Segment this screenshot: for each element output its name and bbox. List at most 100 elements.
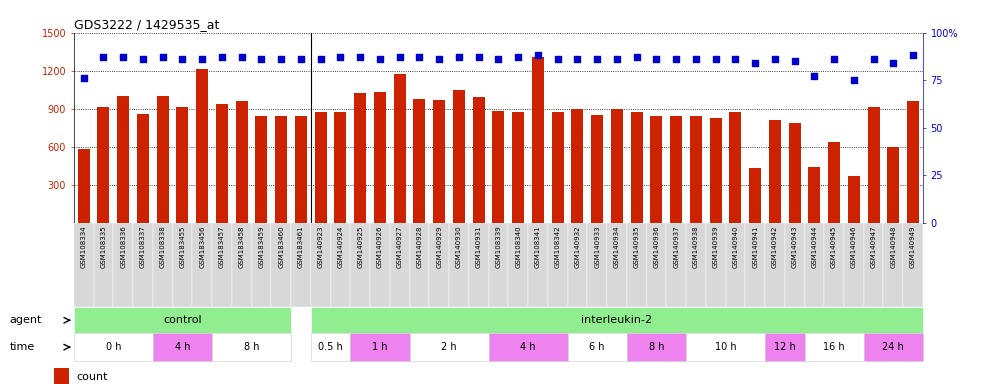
Point	[115, 54, 131, 60]
Point	[194, 56, 210, 62]
Bar	[409, 223, 429, 307]
Bar	[745, 223, 765, 307]
Bar	[907, 101, 919, 223]
Text: 8 h: 8 h	[244, 342, 260, 352]
Text: 2 h: 2 h	[441, 342, 457, 352]
Text: GSM140942: GSM140942	[771, 225, 778, 268]
Bar	[350, 223, 370, 307]
Bar	[805, 333, 864, 361]
Text: GSM183458: GSM183458	[239, 225, 245, 268]
Bar	[117, 96, 129, 223]
Text: GSM183459: GSM183459	[259, 225, 265, 268]
Bar	[868, 108, 880, 223]
Bar	[509, 223, 528, 307]
Bar	[311, 333, 350, 361]
Text: time: time	[10, 342, 35, 352]
Bar	[848, 176, 860, 223]
Bar	[607, 223, 627, 307]
Point	[234, 54, 250, 60]
Bar	[884, 223, 903, 307]
Bar	[153, 223, 172, 307]
Point	[530, 52, 546, 58]
Text: count: count	[77, 372, 108, 382]
Bar	[113, 223, 133, 307]
Bar	[449, 223, 468, 307]
Bar	[572, 109, 584, 223]
Bar	[488, 333, 568, 361]
Bar	[468, 223, 488, 307]
Text: GSM140938: GSM140938	[693, 225, 699, 268]
Bar	[236, 101, 248, 223]
Text: GSM140931: GSM140931	[475, 225, 481, 268]
Bar	[568, 223, 587, 307]
Bar	[591, 115, 603, 223]
Bar	[864, 223, 884, 307]
Point	[648, 56, 664, 62]
Bar	[176, 108, 188, 223]
Text: 1 h: 1 h	[372, 342, 388, 352]
Bar	[156, 96, 168, 223]
Point	[688, 56, 704, 62]
Point	[313, 56, 329, 62]
Text: GSM140933: GSM140933	[594, 225, 600, 268]
Text: GSM140941: GSM140941	[752, 225, 758, 268]
Bar	[650, 116, 662, 223]
Point	[174, 56, 190, 62]
Text: GSM140947: GSM140947	[871, 225, 877, 268]
Text: GSM140932: GSM140932	[575, 225, 581, 268]
Point	[451, 54, 466, 60]
Bar	[666, 223, 686, 307]
Bar	[686, 223, 706, 307]
Text: GSM140948: GSM140948	[891, 225, 896, 268]
Bar	[611, 109, 623, 223]
Text: GSM140924: GSM140924	[338, 225, 343, 268]
Text: 0 h: 0 h	[105, 342, 121, 352]
Bar	[74, 307, 291, 333]
Bar	[552, 113, 564, 223]
Bar	[232, 223, 252, 307]
Point	[135, 56, 151, 62]
Point	[550, 56, 566, 62]
Point	[866, 56, 882, 62]
Point	[372, 56, 388, 62]
Bar	[331, 223, 350, 307]
Text: GSM140929: GSM140929	[436, 225, 442, 268]
Text: GSM108334: GSM108334	[81, 225, 87, 268]
Bar	[433, 100, 445, 223]
Bar	[192, 223, 212, 307]
Text: GSM140936: GSM140936	[653, 225, 659, 268]
Bar	[295, 116, 307, 223]
Text: GSM140925: GSM140925	[357, 225, 363, 268]
Bar	[354, 93, 366, 223]
Bar	[74, 223, 93, 307]
Bar	[394, 74, 405, 223]
Text: agent: agent	[10, 315, 42, 325]
Point	[629, 54, 645, 60]
Text: interleukin-2: interleukin-2	[582, 315, 652, 325]
Bar	[311, 223, 331, 307]
Bar	[690, 116, 702, 223]
Bar	[133, 223, 153, 307]
Text: GSM140926: GSM140926	[377, 225, 383, 268]
Text: 4 h: 4 h	[175, 342, 190, 352]
Bar	[153, 333, 212, 361]
Bar	[335, 113, 346, 223]
Bar	[252, 223, 272, 307]
Text: GSM140945: GSM140945	[831, 225, 837, 268]
Text: GSM108339: GSM108339	[495, 225, 502, 268]
Text: 6 h: 6 h	[589, 342, 605, 352]
Text: GSM140946: GSM140946	[851, 225, 857, 268]
Bar	[315, 113, 327, 223]
Text: GSM140943: GSM140943	[791, 225, 798, 268]
Point	[352, 54, 368, 60]
Text: 0.5 h: 0.5 h	[318, 342, 342, 352]
Text: GSM108340: GSM108340	[516, 225, 522, 268]
Text: GSM140940: GSM140940	[732, 225, 738, 268]
Text: GSM140923: GSM140923	[318, 225, 324, 268]
Text: GSM183461: GSM183461	[298, 225, 304, 268]
Bar	[686, 333, 765, 361]
Text: GSM108335: GSM108335	[100, 225, 106, 268]
Bar	[78, 149, 90, 223]
Point	[707, 56, 723, 62]
Bar	[276, 116, 287, 223]
